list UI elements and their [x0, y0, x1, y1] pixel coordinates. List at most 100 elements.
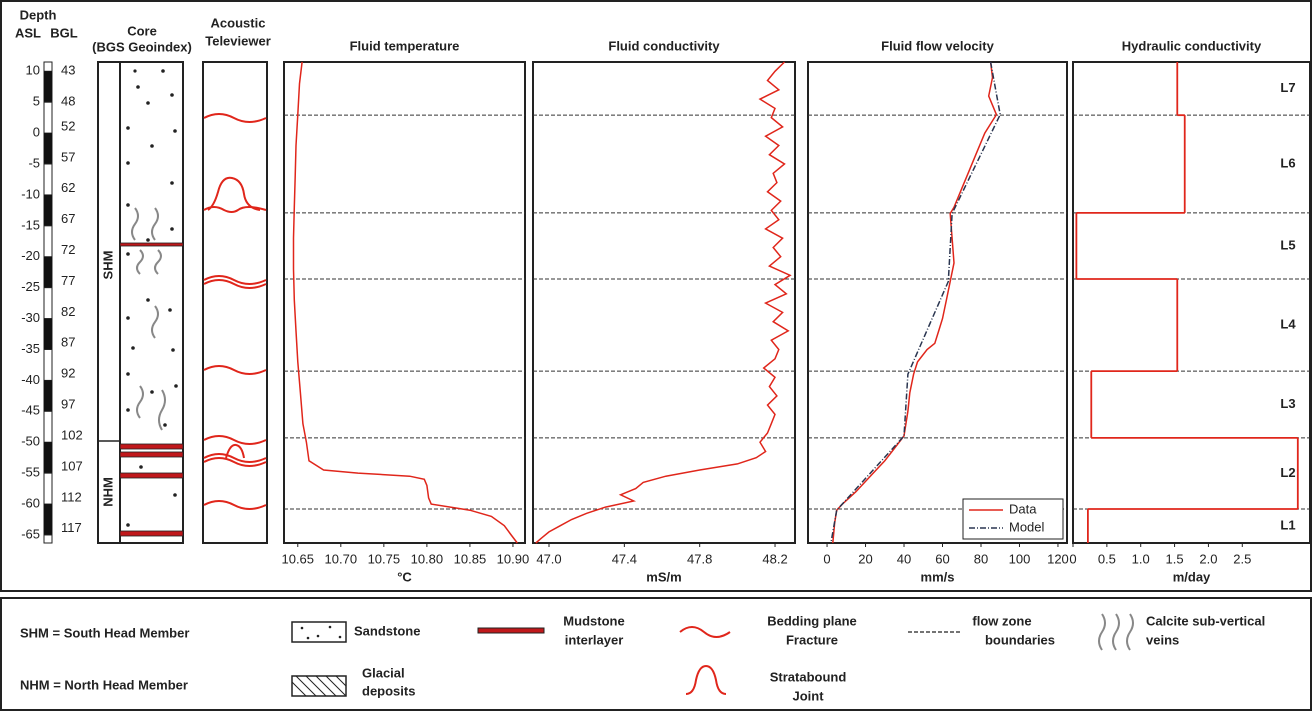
depth-bar-segment — [44, 442, 52, 474]
x-tick-label: 2.5 — [1233, 551, 1251, 566]
bgl-label: BGL — [50, 25, 78, 40]
x-tick-label: 100 — [1009, 551, 1031, 566]
bedding-swatch — [679, 626, 731, 638]
x-tick-label: 120 — [1047, 551, 1069, 566]
x-tick-label: 2.0 — [1199, 551, 1217, 566]
data-line — [832, 61, 998, 544]
core-title: Core — [127, 23, 157, 38]
calcite-swatch — [1098, 613, 1134, 651]
panel-frame — [532, 61, 796, 544]
x-tick-label: 0 — [1069, 551, 1076, 566]
bgl-tick-label: 97 — [61, 397, 75, 412]
legend-text: flow zone — [972, 613, 1031, 628]
depth-bar-segment — [44, 71, 52, 103]
panel-title: Fluid temperature — [350, 38, 460, 53]
bgl-tick-label: 48 — [61, 94, 75, 109]
asl-label: ASL — [15, 25, 41, 40]
panel-title: Hydraulic conductivity — [1122, 38, 1262, 53]
core-column — [97, 61, 184, 544]
legend-text: Joint — [792, 688, 824, 703]
asl-tick-label: -40 — [21, 372, 40, 387]
x-tick-label: 10.90 — [497, 551, 530, 566]
panel-title: Fluid conductivity — [608, 38, 720, 53]
core-source: (BGS Geoindex) — [92, 39, 192, 54]
asl-tick-label: -45 — [21, 403, 40, 418]
legend-frame — [0, 597, 1312, 711]
televiewer-title: Televiewer — [205, 33, 271, 48]
depth-bar-segment — [44, 318, 52, 350]
legend-text: boundaries — [985, 632, 1055, 647]
x-axis-label: mm/s — [921, 569, 955, 584]
data-line — [292, 61, 518, 544]
x-tick-label: 0 — [823, 551, 830, 566]
zone-label: L3 — [1280, 396, 1295, 411]
panel-frame — [807, 61, 1068, 544]
depth-bar-segment — [44, 133, 52, 165]
legend-text: Glacial — [362, 665, 405, 680]
glacial-swatch — [291, 675, 347, 697]
legend-label: Model — [1009, 519, 1045, 534]
x-tick-label: 20 — [858, 551, 872, 566]
legend-text: interlayer — [565, 632, 624, 647]
panel-frame — [283, 61, 526, 544]
zone-label: L6 — [1280, 155, 1295, 170]
asl-tick-label: -30 — [21, 310, 40, 325]
bgl-tick-label: 67 — [61, 211, 75, 226]
figure-frame — [0, 0, 1312, 592]
depth-bar-segment — [44, 256, 52, 288]
zone-label: L1 — [1280, 517, 1295, 532]
legend-text: SHM = South Head Member — [20, 625, 189, 640]
asl-tick-label: -15 — [21, 217, 40, 232]
asl-tick-label: -65 — [21, 526, 40, 541]
x-tick-label: 0.5 — [1098, 551, 1116, 566]
x-tick-label: 47.8 — [687, 551, 712, 566]
x-tick-label: 60 — [935, 551, 949, 566]
mudstone-swatch — [477, 627, 545, 634]
bgl-tick-label: 107 — [61, 458, 83, 473]
x-tick-label: 10.80 — [411, 551, 444, 566]
legend-label: Data — [1009, 501, 1037, 516]
depth-bar-segment — [44, 380, 52, 412]
panel-frame — [1072, 61, 1311, 544]
panel-title: Fluid flow velocity — [881, 38, 994, 53]
bgl-tick-label: 92 — [61, 366, 75, 381]
x-tick-label: 10.85 — [454, 551, 487, 566]
shm-label: SHM — [100, 251, 115, 280]
asl-tick-label: -5 — [28, 155, 40, 170]
asl-tick-label: -35 — [21, 341, 40, 356]
asl-tick-label: -60 — [21, 495, 40, 510]
asl-tick-label: 10 — [26, 63, 40, 78]
zone-label: L7 — [1280, 80, 1295, 95]
x-tick-label: 40 — [897, 551, 911, 566]
nhm-label: NHM — [100, 477, 115, 507]
legend-text: Bedding plane — [767, 613, 857, 628]
x-tick-label: 10.70 — [325, 551, 358, 566]
data-line — [535, 61, 792, 544]
bgl-tick-label: 82 — [61, 304, 75, 319]
legend-text: veins — [1146, 632, 1179, 647]
televiewer-column — [202, 61, 268, 544]
data-line — [830, 61, 1001, 544]
legend-text: Mudstone — [563, 613, 624, 628]
x-tick-label: 80 — [974, 551, 988, 566]
x-tick-label: 47.0 — [536, 551, 561, 566]
bgl-tick-label: 77 — [61, 273, 75, 288]
asl-tick-label: -55 — [21, 465, 40, 480]
depth-title: Depth — [20, 7, 57, 22]
asl-tick-label: -25 — [21, 279, 40, 294]
bgl-tick-label: 102 — [61, 427, 83, 442]
zone-label: L4 — [1280, 317, 1296, 332]
sandstone-swatch — [291, 621, 347, 643]
legend-box — [962, 498, 1064, 540]
legend-text: deposits — [362, 683, 415, 698]
depth-bar — [43, 61, 53, 544]
asl-tick-label: 5 — [33, 94, 40, 109]
legend-text: Stratabound — [770, 669, 847, 684]
legend-text: Sandstone — [354, 623, 420, 638]
bgl-tick-label: 72 — [61, 242, 75, 257]
x-tick-label: 47.4 — [612, 551, 637, 566]
joint-swatch — [685, 664, 727, 695]
bgl-tick-label: 62 — [61, 180, 75, 195]
asl-tick-label: -20 — [21, 248, 40, 263]
